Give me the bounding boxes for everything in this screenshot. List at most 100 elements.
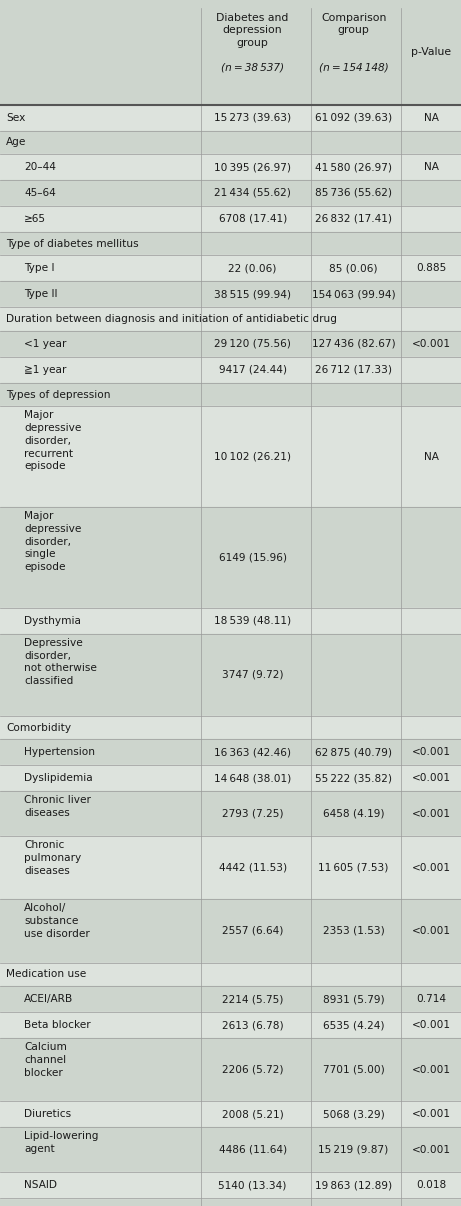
Text: Diuretics: Diuretics xyxy=(24,1110,71,1119)
Text: 4442 (11.53): 4442 (11.53) xyxy=(219,862,287,873)
Text: NA: NA xyxy=(424,452,438,462)
Text: 11 605 (7.53): 11 605 (7.53) xyxy=(319,862,389,873)
Text: 6458 (4.19): 6458 (4.19) xyxy=(323,808,384,819)
Text: (n = 154 148): (n = 154 148) xyxy=(319,63,389,72)
Text: 22 (0.06): 22 (0.06) xyxy=(229,263,277,274)
Bar xyxy=(0,766,461,791)
Bar xyxy=(0,232,461,256)
Text: Age: Age xyxy=(6,137,27,147)
Text: 45–64: 45–64 xyxy=(24,188,56,198)
Bar xyxy=(0,716,461,739)
Bar xyxy=(0,206,461,232)
Bar xyxy=(0,900,461,962)
Bar xyxy=(0,1101,461,1128)
Text: 3747 (9.72): 3747 (9.72) xyxy=(222,669,284,680)
Text: 5140 (13.34): 5140 (13.34) xyxy=(219,1179,287,1190)
Text: 7701 (5.00): 7701 (5.00) xyxy=(323,1065,384,1075)
Text: 4486 (11.64): 4486 (11.64) xyxy=(219,1144,287,1154)
Bar xyxy=(0,308,461,330)
Text: Major
depressive
disorder,
single
episode: Major depressive disorder, single episod… xyxy=(24,511,82,573)
Bar xyxy=(0,154,461,180)
Bar xyxy=(0,634,461,716)
Text: Hypertension: Hypertension xyxy=(24,748,95,757)
Bar xyxy=(0,739,461,766)
Text: 2214 (5.75): 2214 (5.75) xyxy=(222,994,284,1005)
Text: Duration between diagnosis and initiation of antidiabetic drug: Duration between diagnosis and initiatio… xyxy=(6,314,337,324)
Text: Major
depressive
disorder,
recurrent
episode: Major depressive disorder, recurrent epi… xyxy=(24,410,82,472)
Text: 14 648 (38.01): 14 648 (38.01) xyxy=(214,773,291,784)
Text: ACEI/ARB: ACEI/ARB xyxy=(24,994,74,1005)
Text: Comparison
group: Comparison group xyxy=(321,12,386,35)
Text: ≥65: ≥65 xyxy=(24,213,46,224)
Text: NSAID: NSAID xyxy=(24,1179,57,1190)
Bar xyxy=(0,105,461,130)
Text: 41 580 (26.97): 41 580 (26.97) xyxy=(315,162,392,172)
Text: <0.001: <0.001 xyxy=(412,1110,450,1119)
Text: <0.001: <0.001 xyxy=(412,1020,450,1030)
Text: 5068 (3.29): 5068 (3.29) xyxy=(323,1110,384,1119)
Bar xyxy=(0,1128,461,1172)
Text: Medication use: Medication use xyxy=(6,970,87,979)
Bar xyxy=(0,256,461,281)
Bar xyxy=(0,330,461,357)
Text: 0.714: 0.714 xyxy=(416,994,446,1005)
Text: 85 736 (55.62): 85 736 (55.62) xyxy=(315,188,392,198)
Text: 26 832 (17.41): 26 832 (17.41) xyxy=(315,213,392,224)
Text: 20–44: 20–44 xyxy=(24,162,56,172)
Text: 29 120 (75.56): 29 120 (75.56) xyxy=(214,339,291,349)
Bar xyxy=(0,0,461,105)
Bar xyxy=(0,357,461,382)
Text: Type I: Type I xyxy=(24,263,55,274)
Text: 2206 (5.72): 2206 (5.72) xyxy=(222,1065,284,1075)
Text: 2557 (6.64): 2557 (6.64) xyxy=(222,926,284,936)
Text: <0.001: <0.001 xyxy=(412,808,450,819)
Text: 6535 (4.24): 6535 (4.24) xyxy=(323,1020,384,1030)
Text: Lipid-lowering
agent: Lipid-lowering agent xyxy=(24,1131,99,1154)
Text: 21 434 (55.62): 21 434 (55.62) xyxy=(214,188,291,198)
Text: p-Value: p-Value xyxy=(411,47,451,57)
Text: 55 222 (35.82): 55 222 (35.82) xyxy=(315,773,392,784)
Text: 26 712 (17.33): 26 712 (17.33) xyxy=(315,364,392,375)
Bar xyxy=(0,1172,461,1198)
Text: <0.001: <0.001 xyxy=(412,748,450,757)
Text: Calcium
channel
blocker: Calcium channel blocker xyxy=(24,1042,67,1078)
Text: Depressive
disorder,
not otherwise
classified: Depressive disorder, not otherwise class… xyxy=(24,638,97,686)
Bar xyxy=(0,382,461,406)
Text: 8931 (5.79): 8931 (5.79) xyxy=(323,994,384,1005)
Text: Diabetes and
depression
group: Diabetes and depression group xyxy=(217,12,289,48)
Bar xyxy=(0,987,461,1012)
Bar xyxy=(0,507,461,608)
Text: 15 219 (9.87): 15 219 (9.87) xyxy=(319,1144,389,1154)
Text: 9417 (24.44): 9417 (24.44) xyxy=(219,364,287,375)
Text: NA: NA xyxy=(424,112,438,123)
Text: (n = 38 537): (n = 38 537) xyxy=(221,63,284,72)
Text: 0.885: 0.885 xyxy=(416,263,446,274)
Text: 10 102 (26.21): 10 102 (26.21) xyxy=(214,452,291,462)
Text: 18 539 (48.11): 18 539 (48.11) xyxy=(214,616,291,626)
Text: Chronic
pulmonary
diseases: Chronic pulmonary diseases xyxy=(24,839,82,876)
Text: 61 092 (39.63): 61 092 (39.63) xyxy=(315,112,392,123)
Text: 10 395 (26.97): 10 395 (26.97) xyxy=(214,162,291,172)
Text: 16 363 (42.46): 16 363 (42.46) xyxy=(214,748,291,757)
Text: Comorbidity: Comorbidity xyxy=(6,722,71,732)
Text: <0.001: <0.001 xyxy=(412,1065,450,1075)
Bar xyxy=(0,281,461,308)
Text: <1 year: <1 year xyxy=(24,339,67,349)
Bar xyxy=(0,791,461,836)
Text: Sex: Sex xyxy=(6,112,26,123)
Text: <0.001: <0.001 xyxy=(412,339,450,349)
Text: <0.001: <0.001 xyxy=(412,926,450,936)
Text: 2008 (5.21): 2008 (5.21) xyxy=(222,1110,284,1119)
Text: 2793 (7.25): 2793 (7.25) xyxy=(222,808,284,819)
Text: 62 875 (40.79): 62 875 (40.79) xyxy=(315,748,392,757)
Text: Type of diabetes mellitus: Type of diabetes mellitus xyxy=(6,239,139,248)
Bar xyxy=(0,1012,461,1038)
Bar xyxy=(0,406,461,507)
Text: <0.001: <0.001 xyxy=(412,862,450,873)
Text: Beta blocker: Beta blocker xyxy=(24,1020,91,1030)
Text: Dysthymia: Dysthymia xyxy=(24,616,81,626)
Text: 85 (0.06): 85 (0.06) xyxy=(329,263,378,274)
Text: 2353 (1.53): 2353 (1.53) xyxy=(323,926,384,936)
Text: 154 063 (99.94): 154 063 (99.94) xyxy=(312,289,396,299)
Bar xyxy=(0,180,461,206)
